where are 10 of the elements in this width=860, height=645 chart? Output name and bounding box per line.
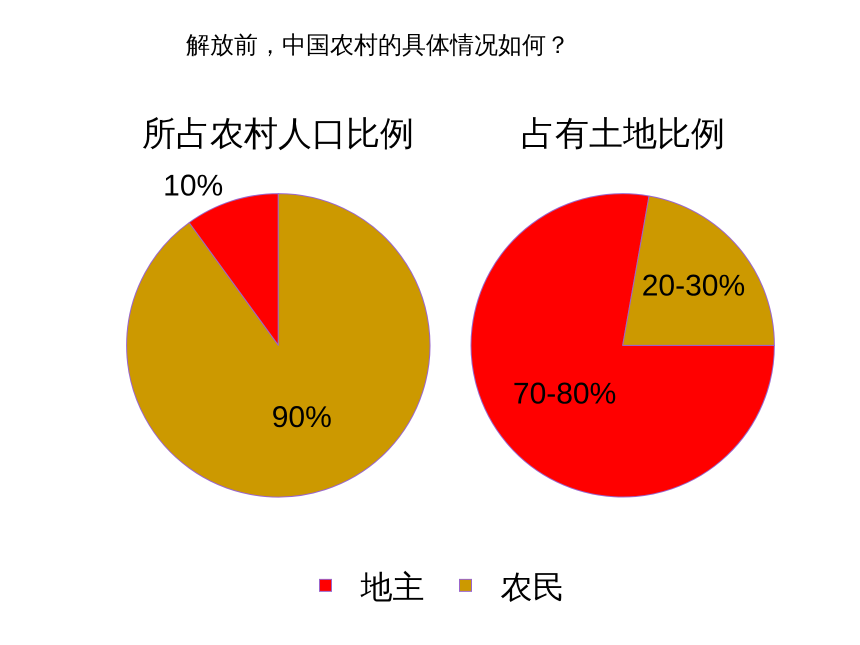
pie-slice bbox=[470, 193, 775, 498]
legend-label: 农民 bbox=[500, 568, 564, 605]
data-label: 10% bbox=[163, 170, 224, 203]
legend-label: 地主 bbox=[360, 568, 424, 605]
data-label: 20-30% bbox=[642, 269, 746, 302]
data-label: 70-80% bbox=[512, 378, 616, 411]
text: 解放前，中国农村的具体情况如何？ bbox=[186, 32, 570, 59]
data-label: 90% bbox=[272, 400, 332, 434]
chart-title: 占有土地比例 bbox=[521, 115, 725, 153]
chart-title: 所占农村人口比例 bbox=[142, 115, 414, 153]
